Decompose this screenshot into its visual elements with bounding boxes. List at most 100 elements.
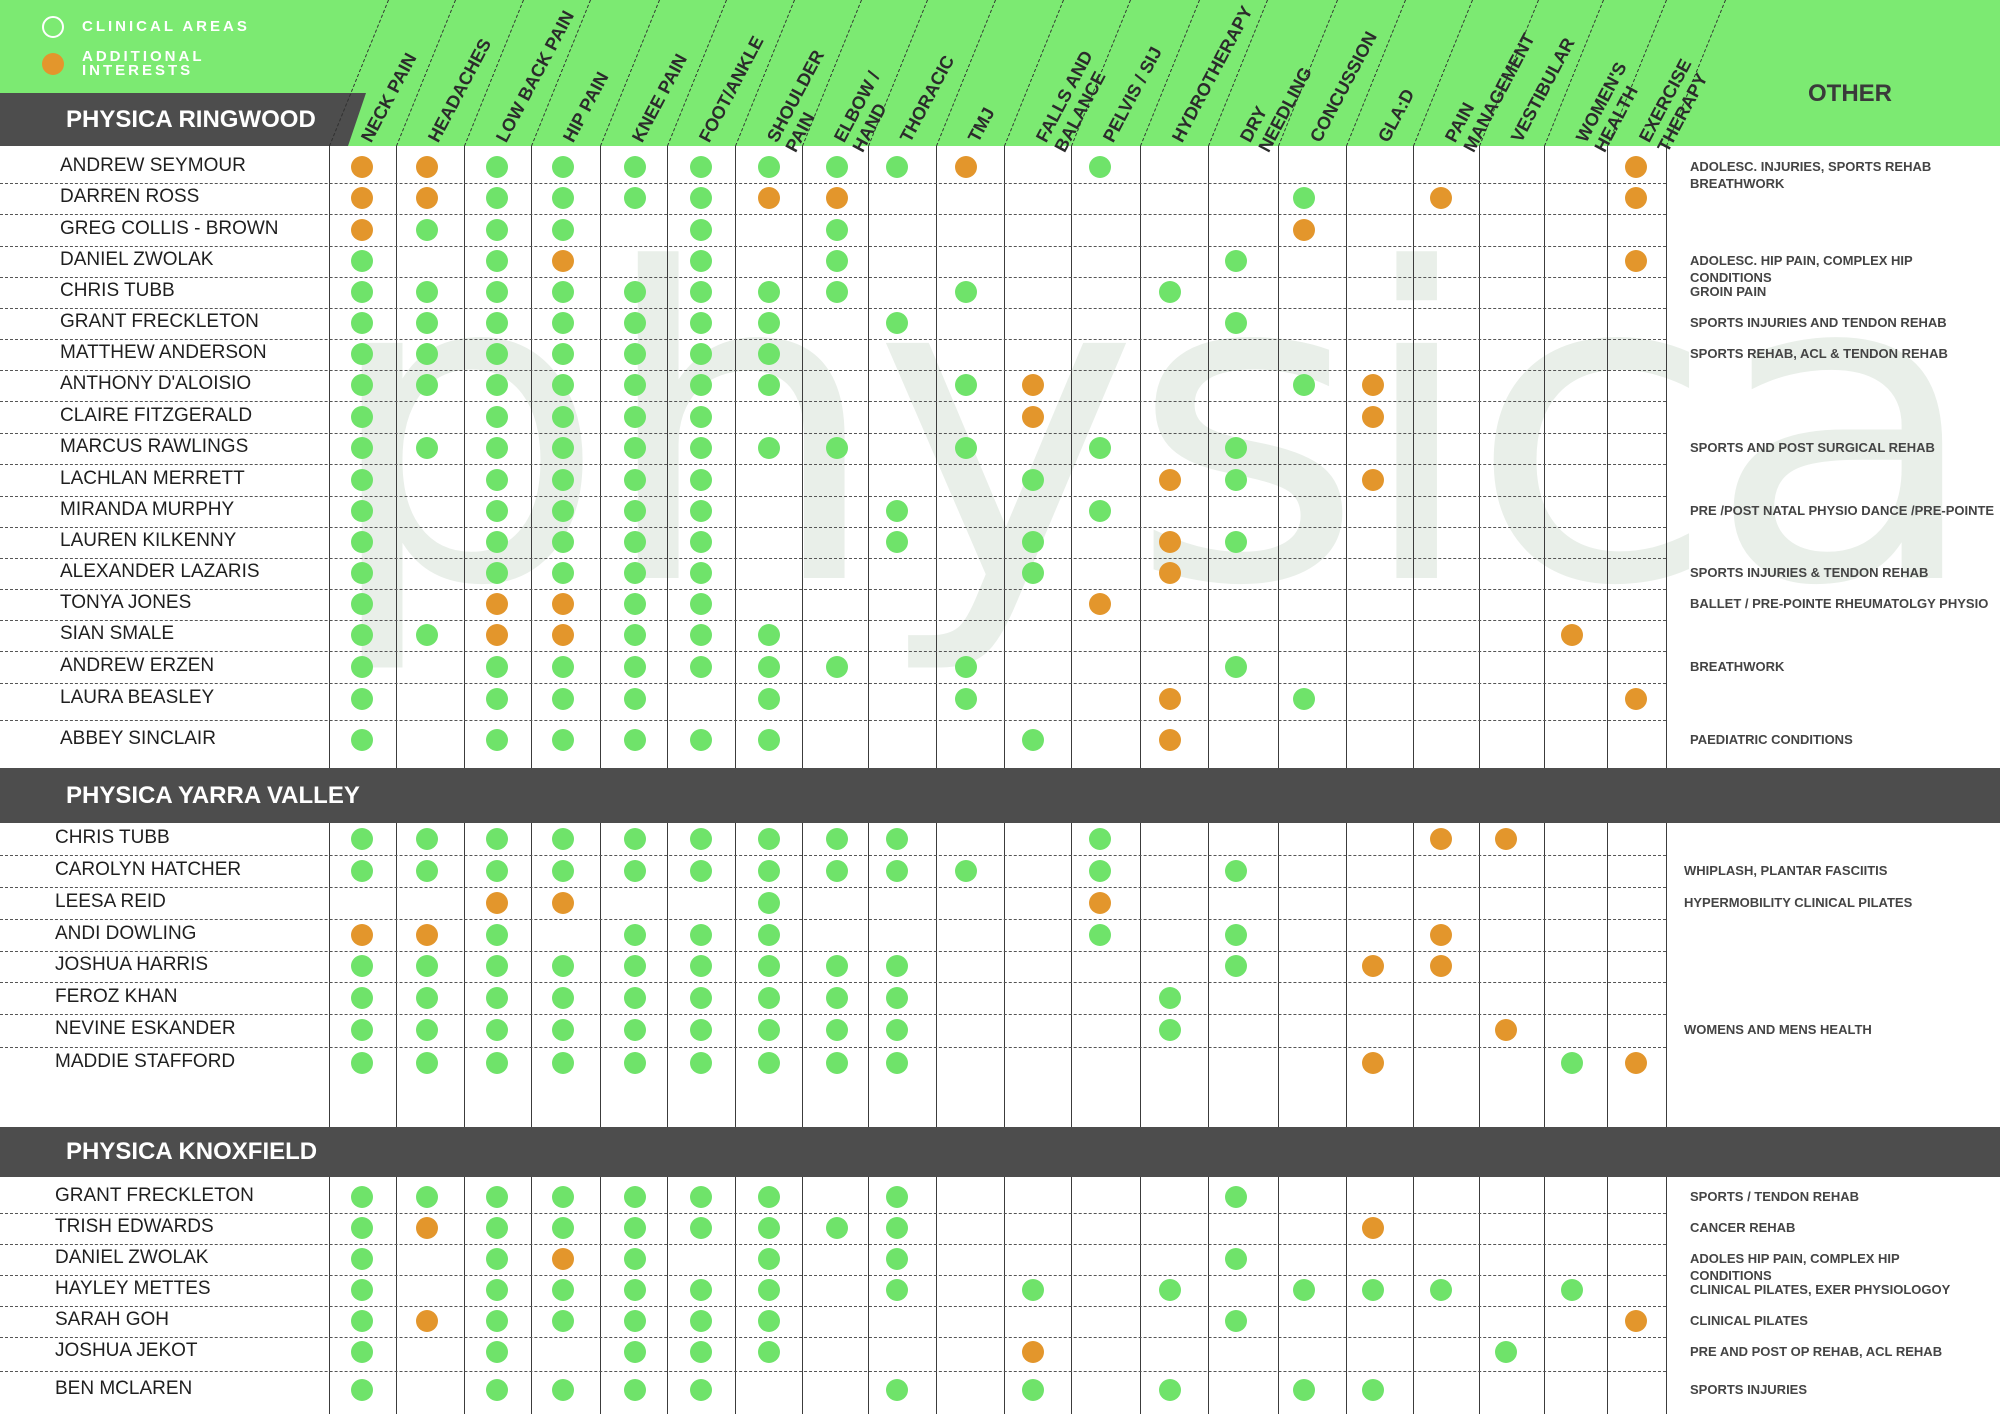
clinical-area-dot [624,406,646,428]
clinical-area-dot [624,729,646,751]
practitioner-name: MARCUS RAWLINGS [60,436,249,457]
clinical-area-dot [486,156,508,178]
clinical-area-dot [351,688,373,710]
clinical-area-dot [1293,374,1315,396]
clinical-area-dot [624,955,646,977]
clinical-area-dot [351,1310,373,1332]
other-interests-note: PRE /POST NATAL PHYSIO DANCE /PRE-POINTE [1690,503,1995,518]
clinical-area-dot [826,156,848,178]
clinical-area-dot [758,828,780,850]
clinical-area-dot [1225,531,1247,553]
additional-interest-dot [1159,729,1181,751]
clinical-area-dot [690,1186,712,1208]
clinical-area-dot [758,729,780,751]
clinical-area-dot [351,250,373,272]
clinical-area-dot [552,531,574,553]
clinical-area-dot [690,1341,712,1363]
clinical-area-dot [1022,562,1044,584]
clinical-area-dot [955,374,977,396]
clinical-area-dot [758,1019,780,1041]
clinical-area-dot [758,1052,780,1074]
clinical-area-dot [886,156,908,178]
additional-interest-dot [1430,828,1452,850]
clinical-area-dot [826,987,848,1009]
clinical-area-dot [690,924,712,946]
clinical-area-dot [826,437,848,459]
clinical-area-dot [690,1379,712,1401]
clinical-area-dot [758,987,780,1009]
practitioner-name: LEESA REID [55,891,166,912]
practitioner-name: ALEXANDER LAZARIS [60,561,260,582]
additional-interest-dot [351,156,373,178]
clinical-area-dot [690,406,712,428]
clinical-area-dot [886,531,908,553]
clinical-area-dot [826,656,848,678]
clinical-area-dot [1362,1379,1384,1401]
row-separator [0,401,1666,402]
column-line [1278,823,1279,1127]
additional-interest-dot [1159,688,1181,710]
clinical-area-dot [758,624,780,646]
column-line [936,1177,937,1414]
clinical-area-dot [552,374,574,396]
column-line [802,1177,803,1414]
clinical-area-dot [690,500,712,522]
clinical-area-dot [351,343,373,365]
additional-interest-dot [1625,156,1647,178]
clinical-area-dot [886,1052,908,1074]
clinical-area-dot [552,343,574,365]
additional-interest-dot [1159,469,1181,491]
clinical-area-dot [690,656,712,678]
clinical-area-dot [552,729,574,751]
additional-interest-dot [552,892,574,914]
clinical-area-dot [1225,955,1247,977]
clinical-area-dot [758,1248,780,1270]
clinical-area-dot [486,860,508,882]
clinical-area-dot [486,1310,508,1332]
column-line [1071,1177,1072,1414]
clinical-area-dot [690,312,712,334]
practitioner-name: NEVINE ESKANDER [55,1018,236,1039]
row-separator [0,308,1666,309]
clinical-area-dot [690,374,712,396]
additional-interest-dot [1430,187,1452,209]
row-separator [0,277,1666,278]
clinical-area-dot [886,1217,908,1239]
clinical-area-dot [1225,1186,1247,1208]
circle-outline-icon [42,16,64,38]
other-interests-note: WOMENS AND MENS HEALTH [1684,1022,1872,1037]
clinical-area-dot [351,656,373,678]
column-line [1479,1177,1480,1414]
practitioner-name: CHRIS TUBB [60,280,175,301]
column-line [464,823,465,1127]
clinical-area-dot [552,562,574,584]
clinical-area-dot [624,469,646,491]
clinical-area-dot [886,1279,908,1301]
other-interests-note: PAEDIATRIC CONDITIONS [1690,732,1853,747]
clinical-area-dot [758,860,780,882]
other-interests-note: CLINICAL PILATES, EXER PHYSIOLOGOY [1690,1282,1951,1297]
column-line [667,1177,668,1414]
column-line [1208,1177,1209,1414]
clinical-area-dot [690,1310,712,1332]
column-line [1346,823,1347,1127]
practitioner-name: BEN MCLAREN [55,1378,193,1399]
other-interests-note: SPORTS INJURIES AND TENDON REHAB [1690,315,1947,330]
clinical-area-dot [1225,656,1247,678]
additional-interest-dot [486,892,508,914]
column-line [1544,823,1545,1127]
clinical-area-dot [690,531,712,553]
clinical-area-dot [552,688,574,710]
clinical-area-dot [552,500,574,522]
row-separator [0,589,1666,590]
legend-additional-label: ADDITIONAL INTERESTS [82,48,205,79]
clinical-area-dot [486,406,508,428]
other-interests-note: BALLET / PRE-POINTE RHEUMATOLGY PHYSIO [1690,596,1989,611]
clinical-area-dot [690,860,712,882]
clinical-area-dot [552,1186,574,1208]
column-line [531,146,532,768]
clinical-area-dot [886,987,908,1009]
clinical-area-dot [552,1019,574,1041]
additional-interest-dot [1625,688,1647,710]
practitioner-name: ANTHONY D'ALOISIO [60,373,252,394]
